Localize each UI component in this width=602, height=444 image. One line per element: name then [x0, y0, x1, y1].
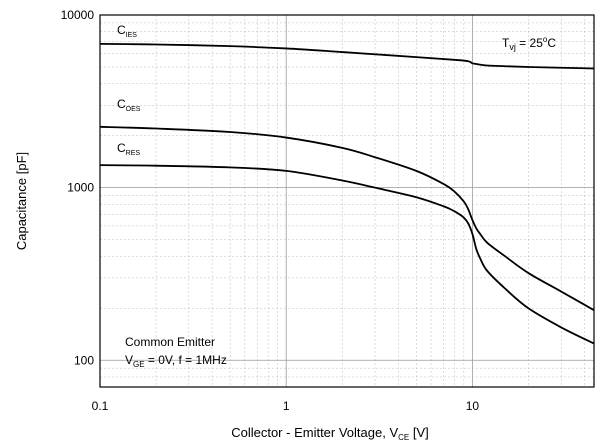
plot-frame	[99, 14, 595, 388]
curves	[99, 43, 595, 345]
series-label-cres: CRES	[117, 141, 140, 157]
y-tick-label: 100	[74, 353, 94, 367]
test-condition-line2: VGE = 0V, f = 1MHz	[125, 353, 227, 369]
series-label-cies: CIES	[117, 23, 137, 39]
temperature-condition: Tvj = 25oC	[502, 35, 556, 52]
x-tick-label: 0.1	[92, 399, 109, 413]
series-line-ies	[99, 43, 595, 70]
x-tick-label: 1	[283, 399, 290, 413]
tick-labels: 0.1 1 10 100 1000 10000	[61, 8, 480, 413]
grid	[99, 14, 594, 388]
y-tick-label: 10000	[61, 8, 95, 22]
x-tick-label: 10	[466, 399, 480, 413]
x-axis-title: Collector - Emitter Voltage, VCE [V]	[231, 425, 429, 442]
y-tick-label: 1000	[67, 181, 94, 195]
series-line-res	[99, 164, 595, 345]
series-line-oes	[99, 125, 595, 311]
series-label-coes: COES	[117, 97, 141, 113]
y-axis-title: Capacitance [pF]	[14, 152, 29, 250]
test-condition-line1: Common Emitter	[125, 335, 215, 349]
